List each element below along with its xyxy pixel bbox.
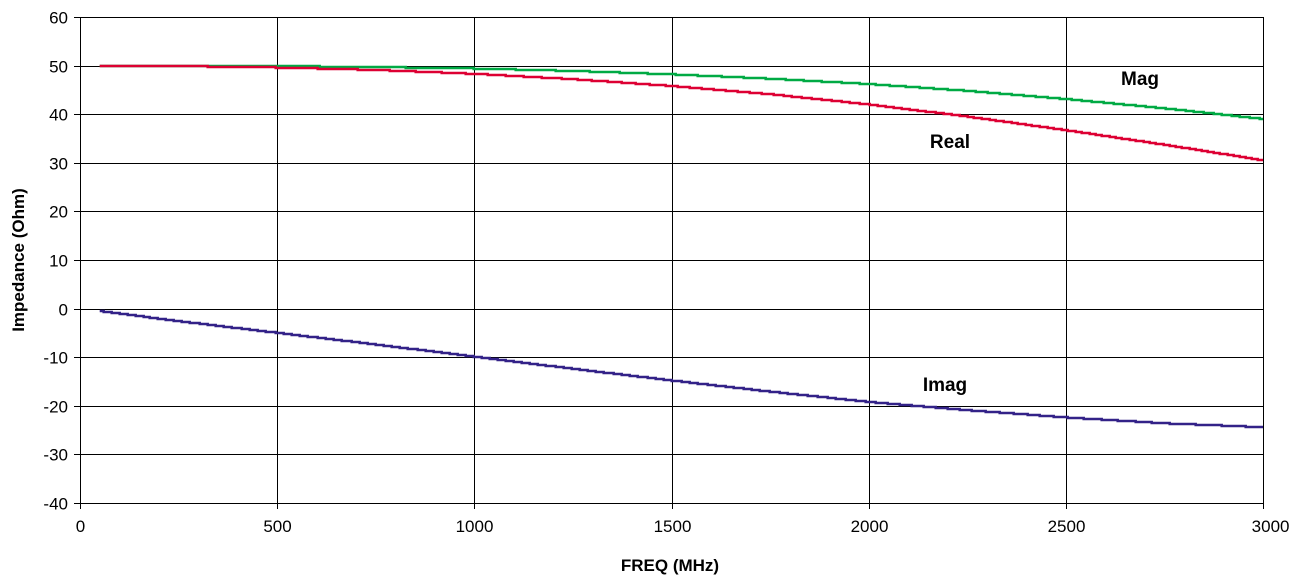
y-tick-label: 50 bbox=[49, 58, 68, 77]
y-axis-title: Impedance (Ohm) bbox=[9, 188, 28, 332]
x-tick-label: 500 bbox=[263, 517, 291, 536]
x-tick-label: 0 bbox=[76, 517, 85, 536]
series-line-real bbox=[99, 64, 1263, 162]
grid-lines bbox=[80, 17, 1264, 504]
x-tick-label: 2500 bbox=[1048, 517, 1086, 536]
x-tick-label: 3000 bbox=[1252, 517, 1290, 536]
y-tick-label: -20 bbox=[43, 398, 68, 417]
y-tick-label: 60 bbox=[49, 9, 68, 28]
y-tick-label: -30 bbox=[43, 446, 68, 465]
y-tick-label: -40 bbox=[43, 495, 68, 514]
x-axis-title: FREQ (MHz) bbox=[621, 556, 719, 575]
series-lines bbox=[99, 64, 1263, 429]
tick-labels: -40 -30 -20 -10 0 10 20 30 40 50 60 0 500 1000 1500 200… bbox=[43, 9, 1289, 537]
series-label-imag: Imag bbox=[923, 375, 967, 396]
series-label-mag: Mag bbox=[1121, 69, 1159, 90]
y-tick-label: -10 bbox=[43, 349, 68, 368]
series-labels: Mag Real Imag bbox=[923, 69, 1159, 396]
series-label-real: Real bbox=[930, 132, 970, 153]
series-line-mag bbox=[99, 64, 1263, 121]
y-tick-label: 10 bbox=[49, 252, 68, 271]
y-tick-label: 40 bbox=[49, 106, 68, 125]
axes bbox=[74, 16, 1265, 509]
x-tick-label: 2000 bbox=[851, 517, 889, 536]
y-tick-label: 20 bbox=[49, 203, 68, 222]
x-tick-label: 1500 bbox=[654, 517, 692, 536]
x-tick-label: 1000 bbox=[456, 517, 494, 536]
y-tick-label: 30 bbox=[49, 155, 68, 174]
series-line-imag bbox=[99, 309, 1263, 429]
y-tick-label: 0 bbox=[59, 301, 68, 320]
